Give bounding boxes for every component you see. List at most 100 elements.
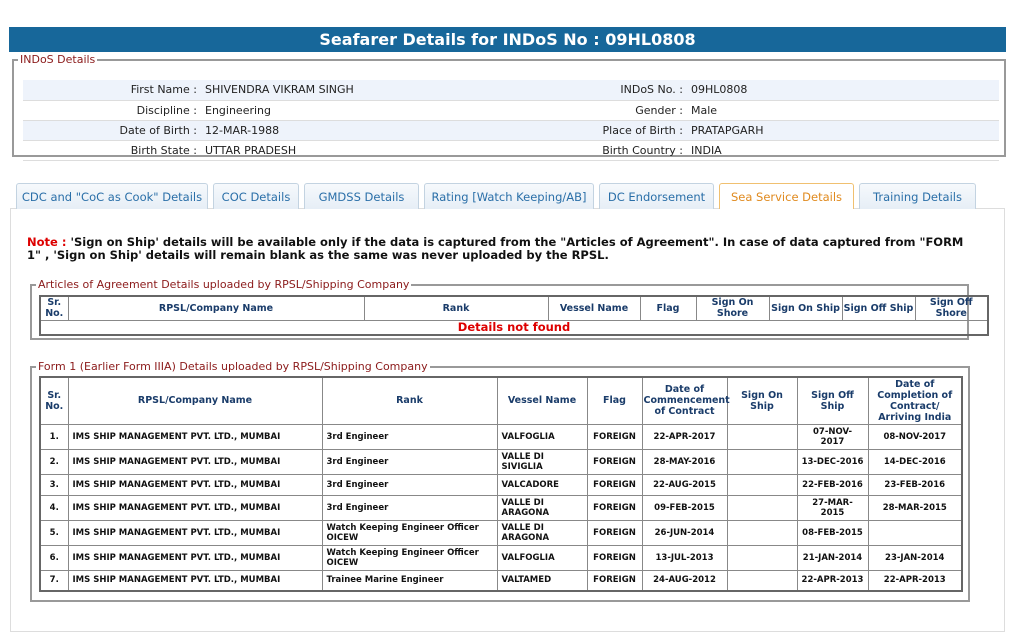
column-header: Sr. No. [40, 377, 68, 424]
indos-row: First Name :SHIVENDRA VIKRAM SINGHINDoS … [23, 80, 999, 100]
column-header: Date of Completion of Contract/ Arriving… [868, 377, 962, 424]
cell: 26-JUN-2014 [642, 520, 727, 545]
cell: 23-FEB-2016 [868, 474, 962, 495]
cell: 5. [40, 520, 68, 545]
tab[interactable]: Sea Service Details [719, 183, 854, 209]
field-value: UTTAR PRADESH [203, 140, 503, 160]
form1-legend: Form 1 (Earlier Form IIIA) Details uploa… [36, 360, 430, 373]
cell: 24-AUG-2012 [642, 570, 727, 591]
column-header: Flag [587, 377, 642, 424]
cell: VALLE DI ARAGONA [497, 495, 587, 520]
data-row: 1.IMS SHIP MANAGEMENT PVT. LTD., MUMBAI3… [40, 424, 962, 449]
tab-bar: CDC and "CoC as Cook" DetailsCOC Details… [16, 183, 981, 209]
indos-row: Discipline :EngineeringGender :Male [23, 100, 999, 120]
column-header: Date of Commencement of Contract [642, 377, 727, 424]
cell: 13-JUL-2013 [642, 545, 727, 570]
empty-row: Details not found [40, 320, 988, 335]
indos-row: Birth State :UTTAR PRADESHBirth Country … [23, 140, 999, 160]
cell: 4. [40, 495, 68, 520]
column-header: Sign On Ship [727, 377, 797, 424]
column-header: Sr. No. [40, 296, 68, 320]
tab[interactable]: DC Endorsement [599, 183, 714, 209]
tab[interactable]: COC Details [213, 183, 299, 209]
cell: FOREIGN [587, 449, 642, 474]
column-header: Rank [322, 377, 497, 424]
field-label: Gender : [503, 100, 689, 120]
cell: 3rd Engineer [322, 474, 497, 495]
tab[interactable]: CDC and "CoC as Cook" Details [16, 183, 208, 209]
cell: 28-MAR-2015 [868, 495, 962, 520]
cell [727, 520, 797, 545]
cell: Watch Keeping Engineer Officer OICEW [322, 545, 497, 570]
field-value: Male [689, 100, 999, 120]
cell [727, 424, 797, 449]
column-header: Sign Off Ship [842, 296, 915, 320]
cell [727, 449, 797, 474]
note-text: 'Sign on Ship' details will be available… [27, 235, 963, 262]
cell [727, 474, 797, 495]
cell: IMS SHIP MANAGEMENT PVT. LTD., MUMBAI [68, 495, 322, 520]
cell: IMS SHIP MANAGEMENT PVT. LTD., MUMBAI [68, 520, 322, 545]
cell: VALFOGLIA [497, 424, 587, 449]
cell: 22-FEB-2016 [797, 474, 868, 495]
cell: 27-MAR-2015 [797, 495, 868, 520]
articles-table: Sr. No.RPSL/Company NameRankVessel NameF… [39, 295, 989, 336]
tab[interactable]: Rating [Watch Keeping/AB] [424, 183, 594, 209]
tab[interactable]: Training Details [859, 183, 976, 209]
field-value: PRATAPGARH [689, 120, 999, 140]
cell: IMS SHIP MANAGEMENT PVT. LTD., MUMBAI [68, 570, 322, 591]
column-header: Rank [364, 296, 548, 320]
data-row: 7.IMS SHIP MANAGEMENT PVT. LTD., MUMBAIT… [40, 570, 962, 591]
cell: 14-DEC-2016 [868, 449, 962, 474]
data-row: 5.IMS SHIP MANAGEMENT PVT. LTD., MUMBAIW… [40, 520, 962, 545]
field-value: 12-MAR-1988 [203, 120, 503, 140]
indos-row: Date of Birth :12-MAR-1988Place of Birth… [23, 120, 999, 140]
field-value: Engineering [203, 100, 503, 120]
cell: 22-APR-2017 [642, 424, 727, 449]
empty-message: Details not found [40, 320, 988, 335]
cell: 6. [40, 545, 68, 570]
cell: 13-DEC-2016 [797, 449, 868, 474]
cell: FOREIGN [587, 495, 642, 520]
cell [868, 520, 962, 545]
cell: VALFOGLIA [497, 545, 587, 570]
note-label: Note : [27, 235, 66, 249]
indos-table: First Name :SHIVENDRA VIKRAM SINGHINDoS … [23, 80, 999, 161]
cell: 7. [40, 570, 68, 591]
cell: Watch Keeping Engineer Officer OICEW [322, 520, 497, 545]
field-label: Date of Birth : [23, 120, 203, 140]
cell: IMS SHIP MANAGEMENT PVT. LTD., MUMBAI [68, 474, 322, 495]
cell: 3rd Engineer [322, 449, 497, 474]
cell: VALLE DI SIVIGLIA [497, 449, 587, 474]
cell [727, 545, 797, 570]
cell [727, 495, 797, 520]
data-row: 6.IMS SHIP MANAGEMENT PVT. LTD., MUMBAIW… [40, 545, 962, 570]
form1-table: Sr. No.RPSL/Company NameRankVessel NameF… [39, 376, 963, 592]
indos-legend: INDoS Details [18, 53, 97, 66]
column-header: Sign Off Shore [915, 296, 988, 320]
column-header: Sign On Ship [769, 296, 842, 320]
column-header: Sign On Shore [696, 296, 769, 320]
cell: FOREIGN [587, 474, 642, 495]
cell: Trainee Marine Engineer [322, 570, 497, 591]
field-value: 09HL0808 [689, 80, 999, 100]
cell: 22-APR-2013 [797, 570, 868, 591]
field-label: Discipline : [23, 100, 203, 120]
cell [727, 570, 797, 591]
header-row: Sr. No.RPSL/Company NameRankVessel NameF… [40, 377, 962, 424]
cell: FOREIGN [587, 570, 642, 591]
cell: 22-APR-2013 [868, 570, 962, 591]
data-row: 3.IMS SHIP MANAGEMENT PVT. LTD., MUMBAI3… [40, 474, 962, 495]
cell: 23-JAN-2014 [868, 545, 962, 570]
field-value: SHIVENDRA VIKRAM SINGH [203, 80, 503, 100]
cell: VALTAMED [497, 570, 587, 591]
column-header: RPSL/Company Name [68, 377, 322, 424]
cell: 21-JAN-2014 [797, 545, 868, 570]
note: Note : 'Sign on Ship' details will be av… [27, 236, 972, 262]
cell: IMS SHIP MANAGEMENT PVT. LTD., MUMBAI [68, 449, 322, 474]
cell: IMS SHIP MANAGEMENT PVT. LTD., MUMBAI [68, 424, 322, 449]
tab[interactable]: GMDSS Details [304, 183, 419, 209]
column-header: Vessel Name [548, 296, 640, 320]
column-header: Flag [640, 296, 696, 320]
